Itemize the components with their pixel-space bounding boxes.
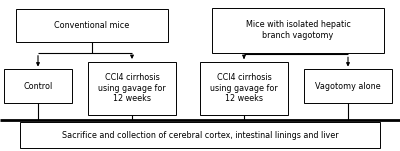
Text: Control: Control bbox=[23, 82, 53, 91]
FancyBboxPatch shape bbox=[212, 8, 384, 53]
Text: CCl4 cirrhosis
using gavage for
12 weeks: CCl4 cirrhosis using gavage for 12 weeks bbox=[98, 73, 166, 103]
FancyBboxPatch shape bbox=[4, 69, 72, 103]
FancyBboxPatch shape bbox=[200, 62, 288, 115]
Text: CCl4 cirrhosis
using gavage for
12 weeks: CCl4 cirrhosis using gavage for 12 weeks bbox=[210, 73, 278, 103]
Text: Sacrifice and collection of cerebral cortex, intestinal linings and liver: Sacrifice and collection of cerebral cor… bbox=[62, 131, 338, 140]
Text: Mice with isolated hepatic
branch vagotomy: Mice with isolated hepatic branch vagoto… bbox=[246, 21, 350, 40]
Text: Vagotomy alone: Vagotomy alone bbox=[315, 82, 381, 91]
FancyBboxPatch shape bbox=[304, 69, 392, 103]
Text: Conventional mice: Conventional mice bbox=[54, 21, 130, 30]
FancyBboxPatch shape bbox=[20, 122, 380, 148]
FancyBboxPatch shape bbox=[16, 9, 168, 42]
FancyBboxPatch shape bbox=[88, 62, 176, 115]
